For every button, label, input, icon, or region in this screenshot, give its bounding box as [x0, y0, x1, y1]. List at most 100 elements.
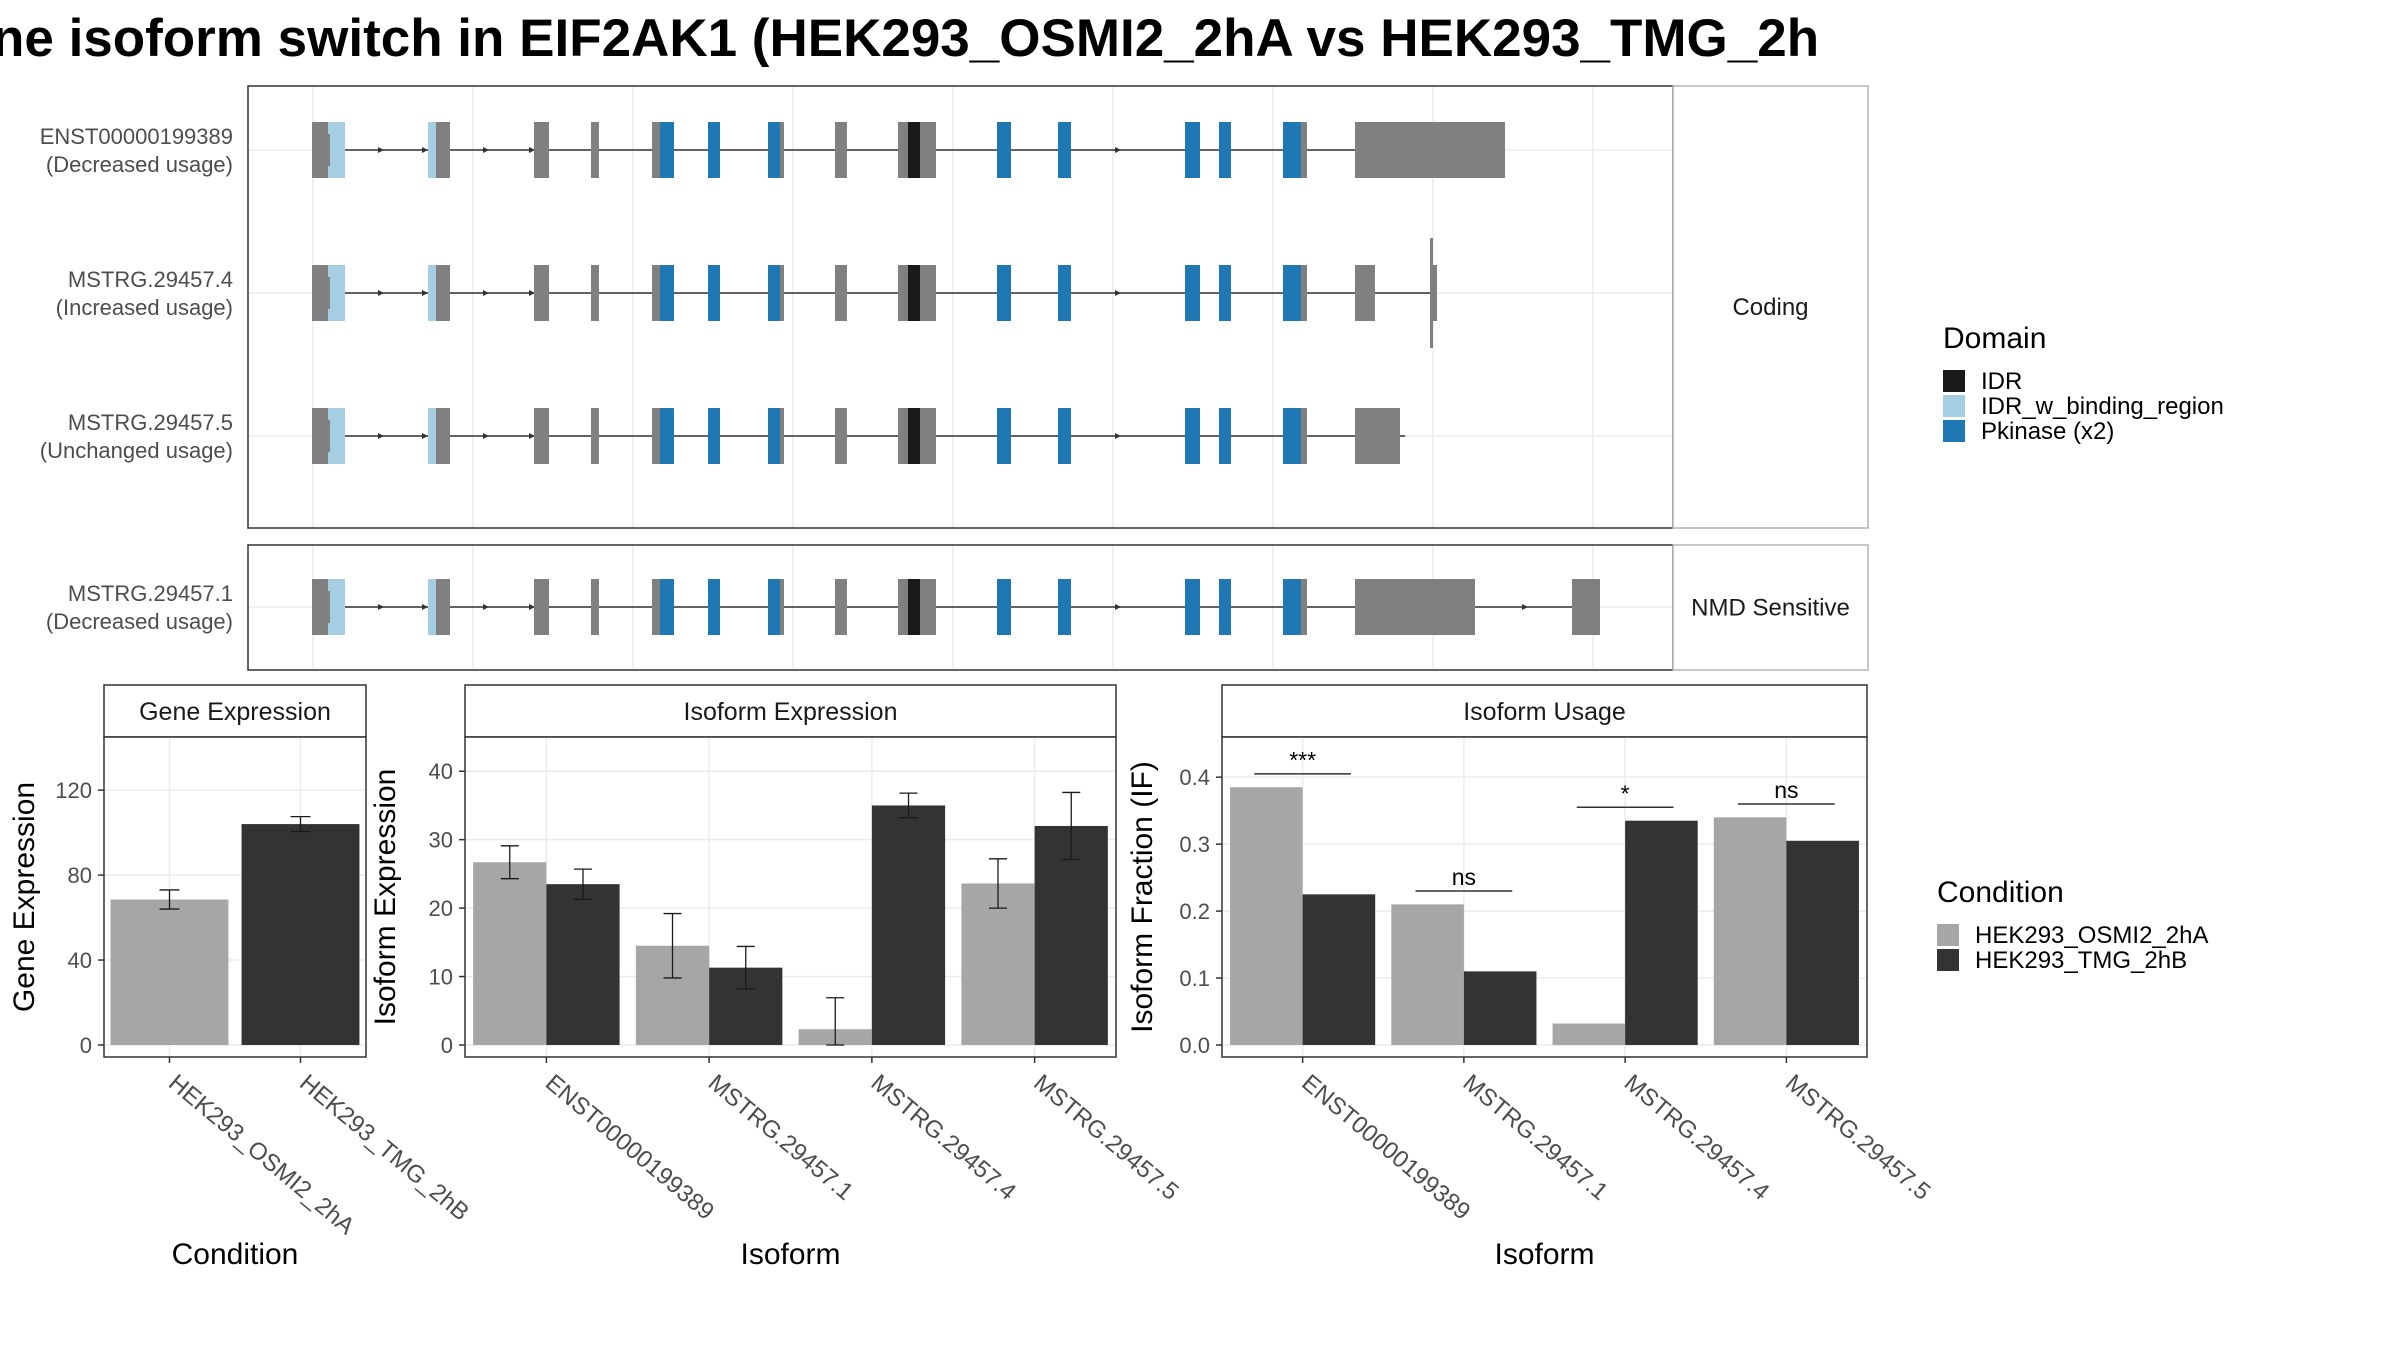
y-tick-label: 40 [68, 948, 92, 973]
significance-label: *** [1289, 747, 1316, 773]
domain-exon [908, 579, 920, 635]
y-tick-label: 120 [55, 778, 92, 803]
domain-exon [997, 265, 1011, 321]
exon [652, 579, 660, 635]
exon [591, 122, 599, 178]
isoform-row: MSTRG.29457.5 (Unchanged usage) [40, 408, 1673, 464]
bar [241, 824, 360, 1045]
legend-label: IDR [1981, 368, 2022, 395]
figure-title: ne isoform switch in EIF2AK1 (HEK293_OSM… [0, 9, 1819, 68]
legend-swatch [1943, 420, 1965, 442]
panel-strip [1672, 544, 1869, 671]
exon [436, 408, 450, 464]
chart-strip [1221, 684, 1868, 738]
direction-arrow [1115, 147, 1121, 153]
isoform-name-label: ENST00000199389 [40, 124, 233, 149]
domain-exon [908, 122, 920, 178]
direction-arrow [422, 147, 428, 153]
exon-utr [312, 277, 330, 309]
isoform-row: MSTRG.29457.1 (Decreased usage) [46, 579, 1673, 635]
domain-exon [1185, 408, 1200, 464]
legend-label: IDR_w_binding_region [1981, 393, 2224, 420]
direction-arrow [422, 433, 428, 439]
domain-exon [668, 408, 674, 464]
domain-exon [328, 122, 345, 178]
domain-exon [428, 408, 437, 464]
exon [1355, 408, 1375, 464]
bar [1034, 825, 1108, 1045]
exon-utr [1375, 408, 1400, 464]
x-tick-label: MSTRG.29457.5 [1028, 1069, 1183, 1205]
y-tick-label: 40 [429, 759, 453, 784]
legend-swatch [1943, 370, 1965, 392]
exon-utr [1431, 265, 1437, 321]
bar [546, 884, 620, 1045]
y-tick-label: 0.2 [1179, 899, 1210, 924]
direction-arrow [1522, 604, 1528, 610]
domain-exon [328, 265, 345, 321]
y-tick-label: 80 [68, 863, 92, 888]
chart-title: Isoform Usage [1463, 698, 1626, 726]
isoform-row: ENST00000199389 (Decreased usage) [40, 122, 1673, 178]
exon [835, 408, 847, 464]
plot-border [1221, 736, 1868, 1058]
x-axis-label: Condition [172, 1238, 299, 1271]
exon-utr [1375, 579, 1475, 635]
legend-label: HEK293_OSMI2_2hA [1975, 922, 2208, 949]
exon [1355, 579, 1375, 635]
exon [652, 265, 660, 321]
isoform-usage-label: (Unchanged usage) [40, 438, 233, 463]
domain-exon [660, 122, 668, 178]
domain-exon [1185, 579, 1200, 635]
isoform-name-label: MSTRG.29457.1 [68, 581, 233, 606]
y-axis-label: Gene Expression [8, 782, 41, 1012]
direction-arrow [422, 290, 428, 296]
exon [835, 265, 847, 321]
direction-arrow [1115, 433, 1121, 439]
y-tick-label: 20 [429, 896, 453, 921]
bar-charts: Gene Expression04080120HEK293_OSMI2_2hAH… [8, 684, 1935, 1271]
exon [652, 122, 660, 178]
exon [920, 579, 936, 635]
direction-arrow [1115, 604, 1121, 610]
direction-arrow [378, 147, 384, 153]
direction-arrow [529, 290, 535, 296]
x-tick-label: MSTRG.29457.4 [866, 1069, 1021, 1205]
direction-arrow [378, 604, 384, 610]
domain-exon [997, 579, 1011, 635]
legend-label: HEK293_TMG_2hB [1975, 947, 2187, 974]
bar [1230, 787, 1303, 1045]
direction-arrow [378, 290, 384, 296]
significance-label: ns [1452, 864, 1476, 890]
exon [591, 579, 599, 635]
exon [1355, 265, 1375, 321]
domain-exon [997, 122, 1011, 178]
y-tick-label: 0 [80, 1033, 92, 1058]
domain-exon [328, 408, 345, 464]
exon-utr [312, 134, 330, 166]
domain-exon [428, 579, 437, 635]
exon [1301, 122, 1307, 178]
chart-strip [103, 684, 367, 738]
y-axis-label: Isoform Expression [369, 769, 402, 1026]
exon [898, 122, 908, 178]
domain-exon [768, 579, 780, 635]
direction-arrow [1115, 290, 1121, 296]
y-axis-label: Isoform Fraction (IF) [1126, 761, 1159, 1033]
exon [780, 408, 784, 464]
chart-1: Isoform Expression 0 10 20 30 40 ENST000001993… [369, 684, 1184, 1271]
exon-utr [1375, 122, 1505, 178]
exon [591, 408, 599, 464]
domain-exon [428, 122, 437, 178]
isoform-structure-plot: ENST00000199389 (Decreased usage) MSTRG.29… [40, 85, 1869, 671]
domain-exon [1219, 265, 1231, 321]
isoform-usage-label: (Decreased usage) [46, 152, 233, 177]
direction-arrow [529, 604, 535, 610]
exon-utr [312, 591, 330, 623]
bar [1552, 1023, 1626, 1045]
x-tick-label: MSTRG.29457.1 [1458, 1069, 1613, 1205]
direction-arrow [422, 604, 428, 610]
